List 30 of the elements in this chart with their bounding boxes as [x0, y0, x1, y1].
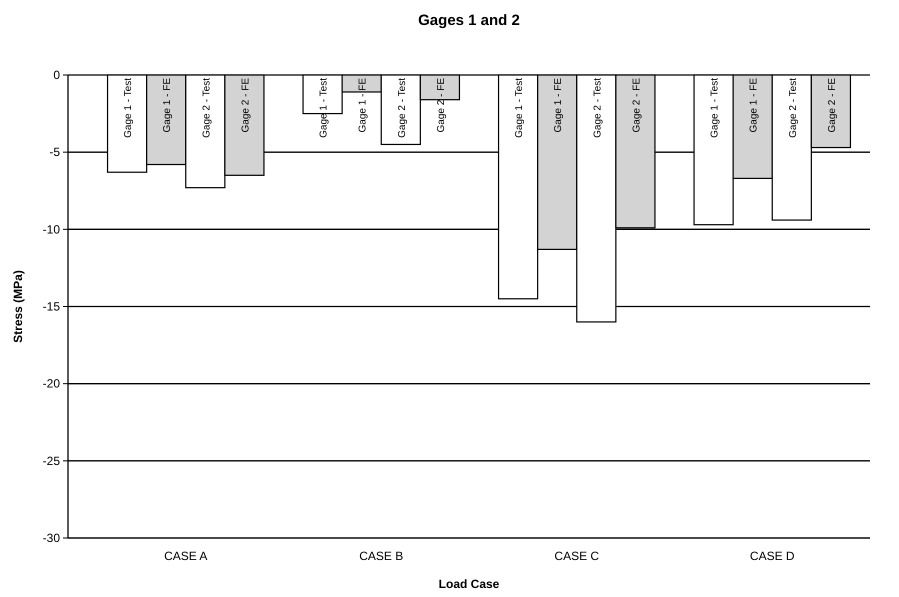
y-tick-label: -10: [42, 222, 60, 236]
text: Gage 1 - FE: [748, 78, 760, 132]
series-label: Gage 1 - FE: [162, 78, 174, 132]
y-tick-label: -25: [42, 454, 60, 468]
text: Gage 2 - FE: [631, 78, 642, 132]
series-label: Gage 1 - Test: [123, 78, 134, 138]
series-label: Gage 2 - Test: [201, 78, 212, 138]
x-tick-label: CASE B: [359, 549, 404, 563]
y-tick-label: 0: [53, 68, 60, 82]
text: Gage 2 - Test: [396, 78, 408, 138]
y-tick-label: -20: [42, 376, 60, 391]
text: Gage 2 - FE: [826, 78, 838, 132]
text: Gage 1 - Test: [514, 78, 526, 138]
text: Gage 1 - FE: [358, 78, 369, 132]
text: Gage 1 - FE: [553, 78, 564, 132]
text: Gage 2 - Test: [788, 78, 799, 138]
text: Gage 2 - FE: [436, 78, 447, 132]
y-axis-title: Stress (MPa): [11, 270, 25, 343]
y-tick-label: -30: [42, 531, 60, 545]
text: Gage 1 - Test: [710, 78, 721, 138]
text: Gage 1 - Test: [318, 78, 330, 138]
x-axis-title: Load Case: [438, 577, 500, 591]
series-label: Gage 2 - FE: [240, 78, 252, 132]
y-tick-label: -5: [49, 145, 60, 160]
text: Gage 2 - Test: [592, 78, 604, 138]
chart-title: Gages 1 and 2: [418, 12, 520, 29]
x-tick-label: CASE A: [164, 549, 208, 563]
y-tick-label: -15: [42, 300, 60, 314]
x-tick-label: CASE D: [750, 549, 795, 563]
x-tick-label: CASE C: [554, 549, 600, 563]
